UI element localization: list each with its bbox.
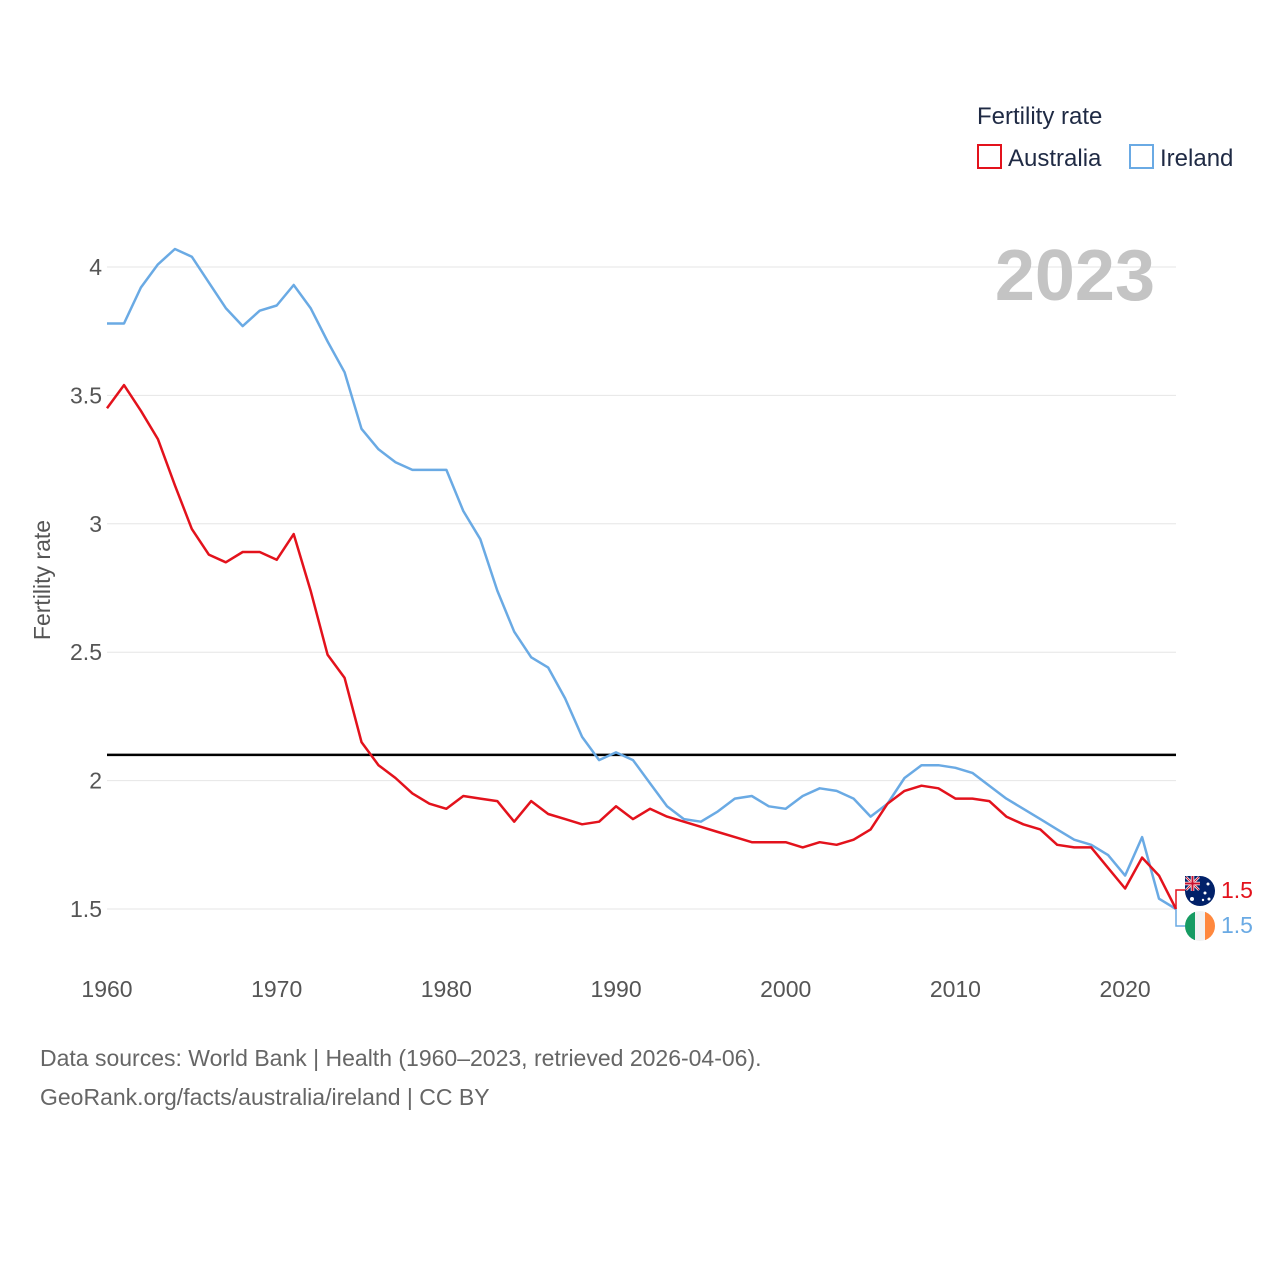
x-tick-label: 2010: [930, 976, 981, 1002]
y-tick-label: 3: [89, 511, 102, 537]
end-label-ireland: 1.5: [1221, 912, 1253, 938]
legend-label-australia: Australia: [1008, 145, 1102, 172]
year-label: 2023: [995, 236, 1155, 316]
footer-attribution: GeoRank.org/facts/australia/ireland | CC…: [40, 1084, 490, 1110]
legend: Fertility rate Australia Ireland: [977, 103, 1233, 172]
end-connector-ireland: [1175, 909, 1185, 927]
x-tick-label: 1990: [590, 976, 641, 1002]
australia-flag-icon: [1185, 876, 1215, 906]
series-layer: [105, 247, 1178, 911]
x-tick-label: 2000: [760, 976, 811, 1002]
y-tick-label: 1.5: [70, 896, 102, 922]
y-tick-label: 3.5: [70, 382, 102, 408]
grid-lines: [107, 266, 1176, 910]
series-line-ireland: [107, 247, 1177, 911]
legend-title: Fertility rate: [977, 103, 1102, 130]
x-axis-ticks: 1960 1970 1980 1990 2000 2010 2020: [81, 976, 1150, 1002]
y-axis-ticks: 1.5 2 2.5 3 3.5 4: [70, 254, 102, 922]
legend-swatch-australia: [977, 144, 1002, 169]
ireland-flag-icon: [1185, 911, 1215, 941]
x-tick-label: 2020: [1100, 976, 1151, 1002]
legend-swatch-ireland: [1129, 144, 1154, 169]
series-line-australia: [105, 383, 1178, 910]
legend-item-australia[interactable]: Australia: [977, 144, 1102, 172]
y-tick-label: 2: [89, 768, 102, 794]
y-tick-label: 2.5: [70, 639, 102, 665]
end-connector-australia: [1175, 889, 1185, 909]
x-tick-label: 1980: [421, 976, 472, 1002]
end-marker-ireland: 1.5: [1175, 909, 1253, 941]
end-label-australia: 1.5: [1221, 877, 1253, 903]
x-tick-label: 1970: [251, 976, 302, 1002]
end-marker-australia: 1.5: [1175, 876, 1253, 909]
y-axis-title: Fertility rate: [29, 520, 55, 640]
y-tick-label: 4: [89, 254, 102, 280]
legend-label-ireland: Ireland: [1160, 145, 1233, 172]
footer-sources: Data sources: World Bank | Health (1960–…: [40, 1045, 762, 1071]
x-tick-label: 1960: [81, 976, 132, 1002]
legend-item-ireland[interactable]: Ireland: [1129, 144, 1233, 172]
